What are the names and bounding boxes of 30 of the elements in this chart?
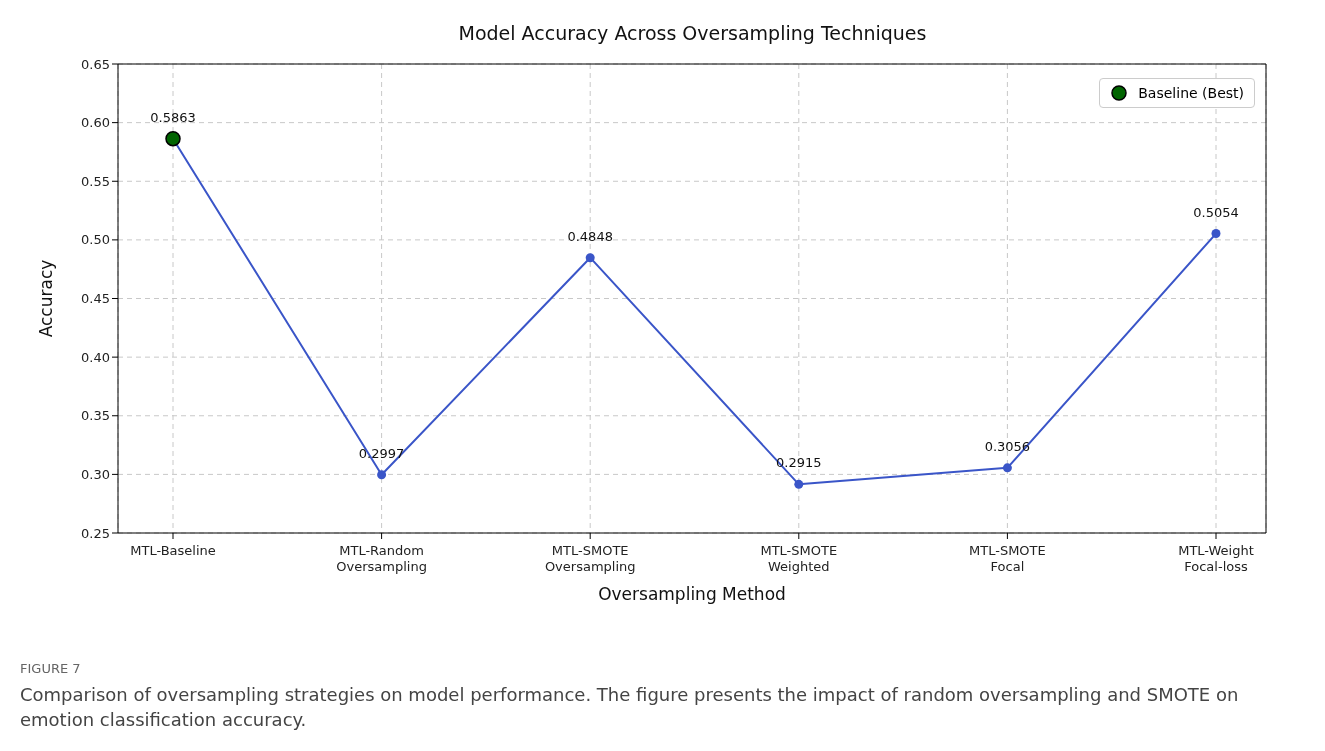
y-tick-label: 0.50 <box>81 232 110 248</box>
y-tick-label: 0.25 <box>81 525 110 541</box>
y-tick-label: 0.35 <box>81 408 110 424</box>
chart-title: Model Accuracy Across Oversampling Techniques <box>457 22 928 44</box>
x-tick-label: MTL-SMOTE Weighted <box>760 543 838 574</box>
legend-label: Baseline (Best) <box>1138 85 1244 101</box>
y-tick-label: 0.45 <box>81 291 110 307</box>
data-label: 0.4848 <box>567 228 613 244</box>
point <box>585 253 595 263</box>
point <box>794 479 804 489</box>
y-tick-label: 0.65 <box>81 56 110 72</box>
x-tick-label: MTL-Baseline <box>130 543 216 558</box>
y-tick-label: 0.60 <box>81 115 110 131</box>
x-tick-label: MTL-SMOTE Oversampling <box>544 543 636 574</box>
x-tick-label: MTL-Weight Focal-loss <box>1178 543 1254 574</box>
data-label: 0.5863 <box>150 109 196 125</box>
y-tick-label: 0.40 <box>81 349 110 365</box>
x-tick-label: MTL-SMOTE Focal <box>969 543 1046 574</box>
text: Comparison of oversampling strategies on model performance. The figure presents the impact of random oversampling and SMOTE on emotion classification accuracy. <box>20 683 1240 733</box>
y-tick-label: 0.55 <box>81 173 110 189</box>
data-label: 0.5054 <box>1193 204 1239 220</box>
caption: FIGURE 7 <box>20 660 82 678</box>
x-tick-label: MTL-Random Oversampling <box>336 543 427 574</box>
point <box>1211 229 1221 239</box>
point <box>165 130 181 147</box>
point <box>377 470 387 480</box>
point <box>1002 463 1012 473</box>
y-axis-title: Accuracy <box>36 259 57 338</box>
x-axis-title: Oversampling Method <box>598 584 786 604</box>
y-tick-label: 0.30 <box>81 466 110 482</box>
